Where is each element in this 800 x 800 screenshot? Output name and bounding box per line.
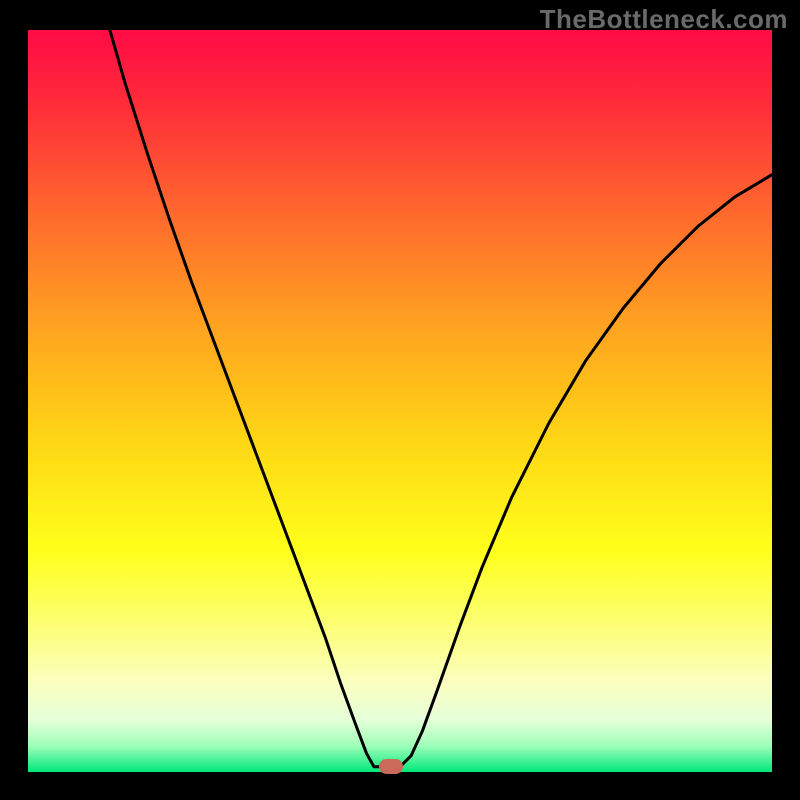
bottleneck-curve [28,30,772,772]
plot-area [28,30,772,772]
target-marker [379,759,403,774]
chart-container: TheBottleneck.com [0,0,800,800]
